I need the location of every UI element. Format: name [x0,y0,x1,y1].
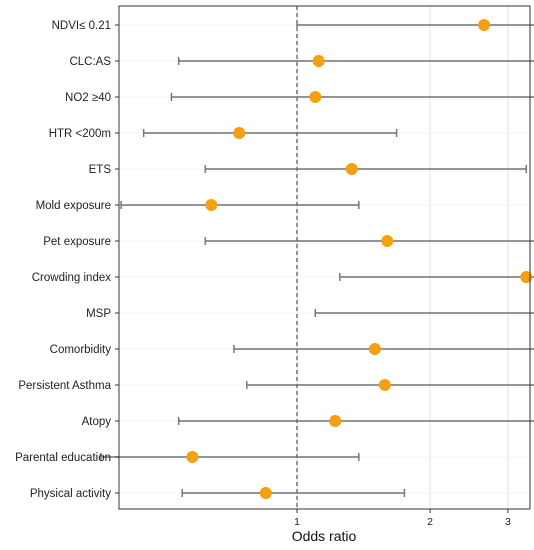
y-tick-label: NO2 ≥40 [65,92,111,104]
point-estimate [259,487,272,499]
point-estimate [312,55,325,67]
point-estimate [368,343,381,355]
y-tick-label: MSP [86,308,111,320]
y-tick-label: CLC:AS [69,56,111,68]
point-estimate [378,379,391,391]
x-tick-label: 2 [427,516,433,528]
y-tick-label: Parental education [15,452,111,464]
point-estimate [381,235,394,247]
point-estimate [329,415,342,427]
y-axis-labels: NDVI≤ 0.21 CLC:AS NO2 ≥40 HTR <200m ETS Mold … [15,20,119,500]
point-estimate [205,199,218,211]
point-estimates [186,19,533,499]
point-estimate [233,127,246,139]
y-tick-label: Atopy [82,416,112,428]
x-axis-ticks: 12345 [294,509,511,528]
point-estimate [478,19,491,31]
point-estimate [345,163,358,175]
y-tick-label: Physical activity [30,488,111,500]
x-tick-label: 3 [505,516,511,528]
y-tick-label: ETS [89,164,112,176]
point-estimate [520,271,533,283]
y-tick-label: HTR <200m [49,128,111,140]
x-tick-label: 1 [294,516,300,528]
point-estimate [186,451,199,463]
y-tick-label: Crowding index [32,272,112,284]
y-tick-label: NDVI≤ 0.21 [52,20,111,32]
confidence-intervals [100,21,534,497]
y-tick-label: Comorbidity [50,344,112,356]
y-tick-label: Persistent Asthma [18,380,111,392]
panel-border [118,5,531,510]
y-tick-label: Pet exposure [43,236,111,248]
point-estimate [309,91,322,103]
y-tick-label: Mold exposure [36,200,111,212]
x-axis-title: Odds ratio [292,528,357,544]
